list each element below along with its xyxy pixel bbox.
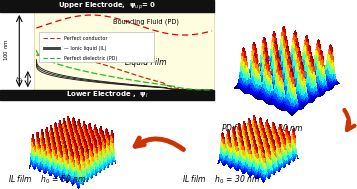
Text: Lower Electrode ,  ψ$_l$: Lower Electrode , ψ$_l$ [66,90,149,100]
Text: Bounding Fluid (PD): Bounding Fluid (PD) [113,19,178,25]
Bar [39,32,154,62]
Text: IL film    $h_0$ = 50 $nm$: IL film $h_0$ = 50 $nm$ [8,173,86,186]
Bar [0,90,214,100]
Text: IL film    $h_0$ = 30 $nm$: IL film $h_0$ = 30 $nm$ [182,173,261,186]
Text: 100 $nm$: 100 $nm$ [2,39,10,61]
Bar [34,12,214,90]
Text: Perfect dielectric (PD): Perfect dielectric (PD) [64,56,117,61]
Text: Perfect conductor: Perfect conductor [64,36,108,41]
Text: $h_0$: $h_0$ [15,75,24,84]
Bar [0,0,214,12]
Text: PD film    $h_0$ = 30 $nm$: PD film $h_0$ = 30 $nm$ [221,122,304,135]
Text: Upper Electrode,  ψ$_{up}$= 0: Upper Electrode, ψ$_{up}$= 0 [58,0,156,12]
Text: — Ionic liquid (IL): — Ionic liquid (IL) [64,46,107,51]
Text: Liquid Film: Liquid Film [125,58,166,67]
